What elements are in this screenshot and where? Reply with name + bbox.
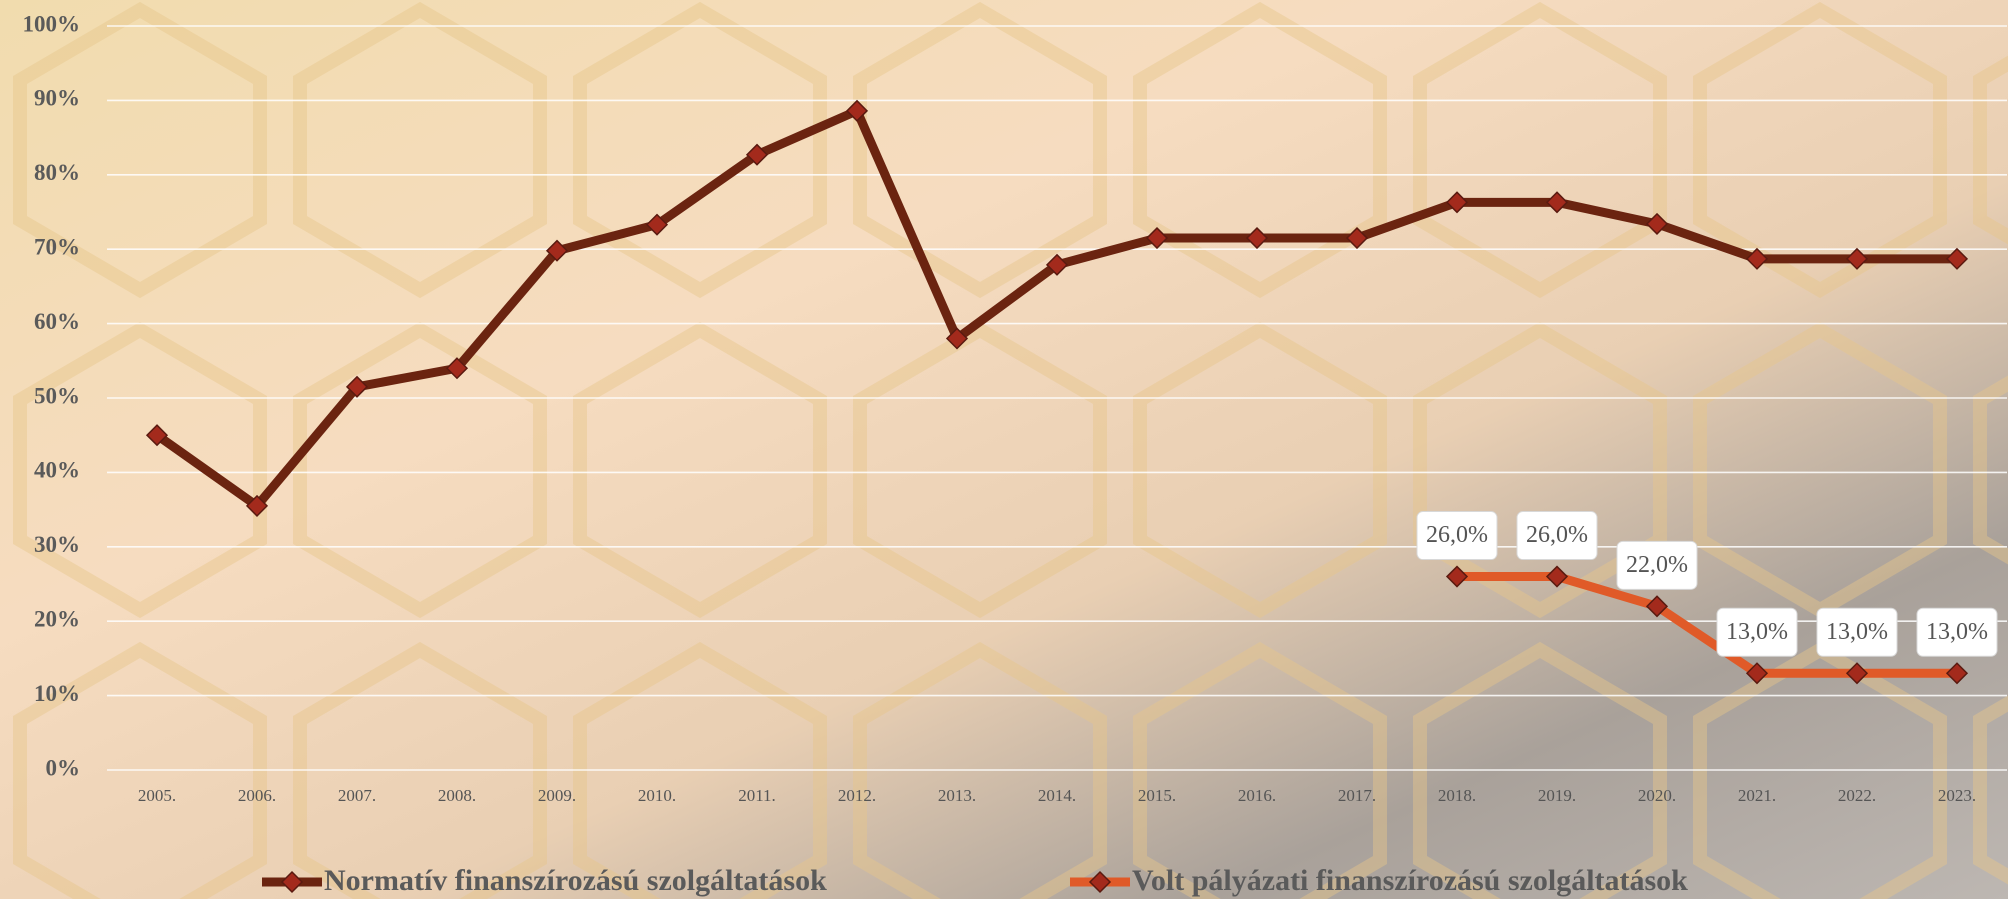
- data-label: 13,0%: [1726, 619, 1788, 645]
- y-tick-label: 90%: [34, 86, 80, 111]
- x-tick-label: 2017.: [1338, 786, 1376, 805]
- y-tick-label: 0%: [46, 755, 81, 780]
- marker: [1745, 247, 1769, 270]
- y-tick-label: 70%: [34, 234, 80, 259]
- marker: [1545, 565, 1569, 588]
- legend-marker: [280, 870, 304, 894]
- y-tick-label: 40%: [34, 458, 80, 483]
- marker: [645, 213, 669, 236]
- marker: [1045, 253, 1069, 276]
- data-label-box: [1816, 607, 1898, 657]
- marker: [1445, 565, 1469, 588]
- data-label: 26,0%: [1526, 522, 1588, 548]
- x-tick-label: 2011.: [738, 786, 776, 805]
- marker: [1945, 247, 1969, 270]
- y-tick-label: 80%: [34, 160, 80, 185]
- marker: [1145, 226, 1169, 250]
- x-tick-label: 2009.: [538, 786, 576, 805]
- series-line: [1457, 572, 1957, 678]
- marker: [1445, 191, 1469, 214]
- x-tick-label: 2022.: [1838, 786, 1876, 805]
- marker: [345, 375, 369, 398]
- data-label: 13,0%: [1826, 619, 1888, 645]
- data-label: 22,0%: [1626, 552, 1688, 578]
- y-tick-label: 30%: [34, 532, 80, 557]
- data-label-box: [1616, 540, 1698, 590]
- x-tick-label: 2019.: [1538, 786, 1576, 805]
- y-tick-label: 50%: [34, 383, 80, 408]
- data-label-box: [1916, 607, 1998, 657]
- x-tick-label: 2018.: [1438, 786, 1476, 805]
- data-label: 13,0%: [1926, 619, 1988, 645]
- y-tick-label: 20%: [34, 606, 80, 631]
- marker: [1245, 226, 1269, 250]
- x-tick-label: 2014.: [1038, 786, 1076, 805]
- legend-label: Normatív finanszírozású szolgáltatások: [324, 864, 827, 897]
- data-label: 26,0%: [1426, 522, 1488, 548]
- marker: [445, 357, 469, 380]
- marker: [745, 143, 769, 166]
- x-tick-label: 2005.: [138, 786, 176, 805]
- data-label-box: [1516, 511, 1598, 561]
- marker: [845, 99, 869, 122]
- marker: [1645, 212, 1669, 235]
- y-tick-label: 60%: [34, 309, 80, 334]
- x-tick-label: 2015.: [1138, 786, 1176, 805]
- data-label-box: [1416, 511, 1498, 561]
- x-tick-label: 2020.: [1638, 786, 1676, 805]
- marker: [245, 494, 269, 517]
- x-tick-label: 2010.: [638, 786, 676, 805]
- x-tick-label: 2023.: [1938, 786, 1976, 805]
- x-tick-label: 2012.: [838, 786, 876, 805]
- x-tick-label: 2016.: [1238, 786, 1276, 805]
- marker: [1845, 247, 1869, 270]
- marker: [1645, 595, 1669, 618]
- marker: [945, 327, 969, 350]
- marker: [145, 424, 169, 447]
- marker: [1545, 191, 1569, 214]
- x-tick-label: 2021.: [1738, 786, 1776, 805]
- marker: [1745, 662, 1769, 685]
- legend-marker: [1088, 870, 1112, 894]
- marker: [545, 239, 569, 262]
- marker: [1845, 662, 1869, 685]
- x-tick-label: 2013.: [938, 786, 976, 805]
- data-label-box: [1716, 607, 1798, 657]
- x-tick-label: 2008.: [438, 786, 476, 805]
- y-tick-label: 100%: [23, 11, 81, 36]
- marker: [1345, 226, 1369, 250]
- legend-label: Volt pályázati finanszírozású szolgáltat…: [1132, 864, 1688, 897]
- y-tick-label: 10%: [34, 681, 80, 706]
- x-tick-label: 2006.: [238, 786, 276, 805]
- x-tick-label: 2007.: [338, 786, 376, 805]
- marker: [1945, 662, 1969, 685]
